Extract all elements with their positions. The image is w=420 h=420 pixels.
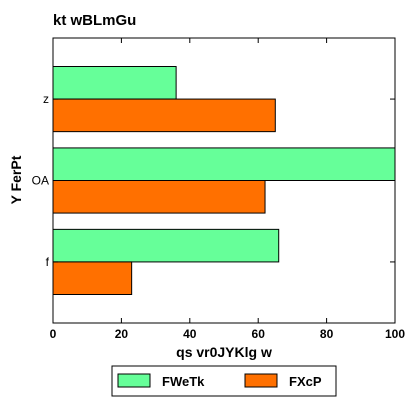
bar-FXcP-f xyxy=(52,261,133,295)
y-tick-label: OA xyxy=(32,174,49,188)
y-ticks-group: f OA z xyxy=(32,92,395,269)
y-tick-label: f xyxy=(46,255,50,269)
y-axis-label: Y FerPt xyxy=(8,155,24,204)
x-tick-label: 60 xyxy=(252,327,266,341)
bar-FWeTk-z xyxy=(52,66,177,100)
legend-items: FWeTk FXcP xyxy=(117,373,322,389)
chart-title: kt wBLmGu xyxy=(53,12,136,29)
x-ticks-group: 0 20 40 60 80 100 xyxy=(50,38,405,341)
legend-swatch xyxy=(117,373,151,388)
legend-label: FXcP xyxy=(289,374,322,389)
x-tick-label: 20 xyxy=(115,327,129,341)
x-tick-label: 0 xyxy=(50,327,57,341)
legend: FWeTk FXcP xyxy=(111,365,337,397)
x-tick-label: 100 xyxy=(385,327,405,341)
bar-FWeTk-OA xyxy=(52,147,396,182)
bar-FWeTk-f xyxy=(52,228,280,263)
bars-group xyxy=(52,66,396,295)
y-tick-label: z xyxy=(43,92,49,106)
legend-swatch xyxy=(244,373,278,388)
x-axis-label: qs vr0JYKlg w xyxy=(176,344,272,360)
legend-label: FWeTk xyxy=(162,374,205,389)
bar-FXcP-z xyxy=(52,98,276,133)
x-tick-label: 80 xyxy=(320,327,334,341)
bar-FXcP-OA xyxy=(52,180,266,214)
x-tick-label: 40 xyxy=(183,327,197,341)
